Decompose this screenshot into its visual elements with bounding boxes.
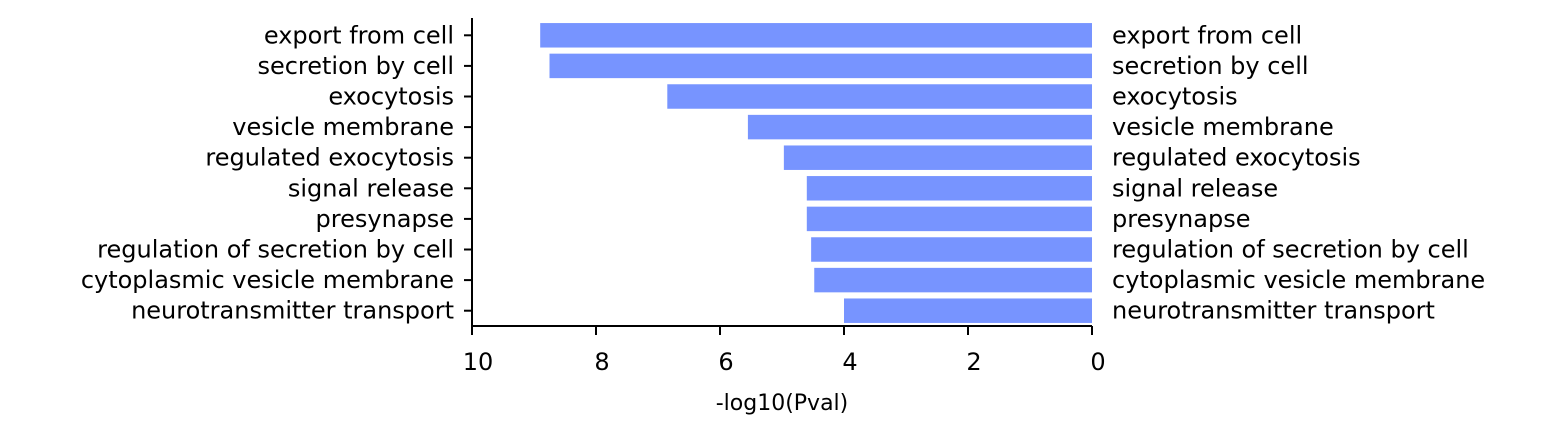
right-category-label-1: secretion by cell bbox=[1112, 52, 1309, 80]
x-axis-label: -log10(Pval) bbox=[716, 391, 849, 416]
bar-1 bbox=[549, 53, 1092, 79]
left-category-label-1: secretion by cell bbox=[257, 52, 454, 80]
bar-3 bbox=[747, 114, 1092, 140]
x-tick-label-2: 6 bbox=[718, 348, 733, 376]
right-category-labels: export from cell secretion by cell exocyto… bbox=[1112, 21, 1485, 324]
bar-2 bbox=[667, 84, 1092, 109]
left-category-label-3: vesicle membrane bbox=[232, 113, 454, 141]
bar-5 bbox=[806, 176, 1092, 201]
right-category-label-2: exocytosis bbox=[1112, 83, 1238, 111]
bar-8 bbox=[814, 267, 1092, 293]
right-category-label-9: neurotransmitter transport bbox=[1112, 297, 1435, 325]
bar-4 bbox=[783, 145, 1092, 170]
left-category-label-5: signal release bbox=[288, 174, 454, 202]
left-category-label-4: regulated exocytosis bbox=[205, 144, 454, 172]
x-tick-label-1: 8 bbox=[594, 348, 609, 376]
left-category-labels: export from cell secretion by cell exocyto… bbox=[81, 21, 454, 324]
x-axis-ticks: 10 8 6 4 2 0 bbox=[463, 326, 1106, 376]
left-category-label-9: neurotransmitter transport bbox=[131, 297, 454, 325]
right-category-label-3: vesicle membrane bbox=[1112, 113, 1334, 141]
right-category-label-6: presynapse bbox=[1112, 205, 1250, 233]
bars-group bbox=[540, 23, 1092, 323]
x-tick-label-3: 4 bbox=[842, 348, 857, 376]
bar-6 bbox=[806, 206, 1092, 232]
right-category-label-8: cytoplasmic vesicle membrane bbox=[1112, 266, 1485, 294]
right-category-label-5: signal release bbox=[1112, 174, 1278, 202]
right-category-label-7: regulation of secretion by cell bbox=[1112, 236, 1469, 264]
x-tick-label-4: 2 bbox=[966, 348, 981, 376]
right-category-label-0: export from cell bbox=[1112, 21, 1302, 49]
left-category-label-8: cytoplasmic vesicle membrane bbox=[81, 266, 454, 294]
bar-0 bbox=[540, 23, 1092, 48]
bar-9 bbox=[844, 298, 1092, 323]
left-category-label-2: exocytosis bbox=[328, 83, 454, 111]
y-axis-ticks bbox=[464, 34, 472, 312]
bar-7 bbox=[811, 237, 1092, 262]
left-category-label-7: regulation of secretion by cell bbox=[97, 236, 454, 264]
right-category-label-4: regulated exocytosis bbox=[1112, 144, 1361, 172]
left-category-label-6: presynapse bbox=[316, 205, 454, 233]
x-tick-label-5: 0 bbox=[1090, 348, 1105, 376]
left-category-label-0: export from cell bbox=[264, 21, 454, 49]
x-tick-label-0: 10 bbox=[463, 348, 494, 376]
